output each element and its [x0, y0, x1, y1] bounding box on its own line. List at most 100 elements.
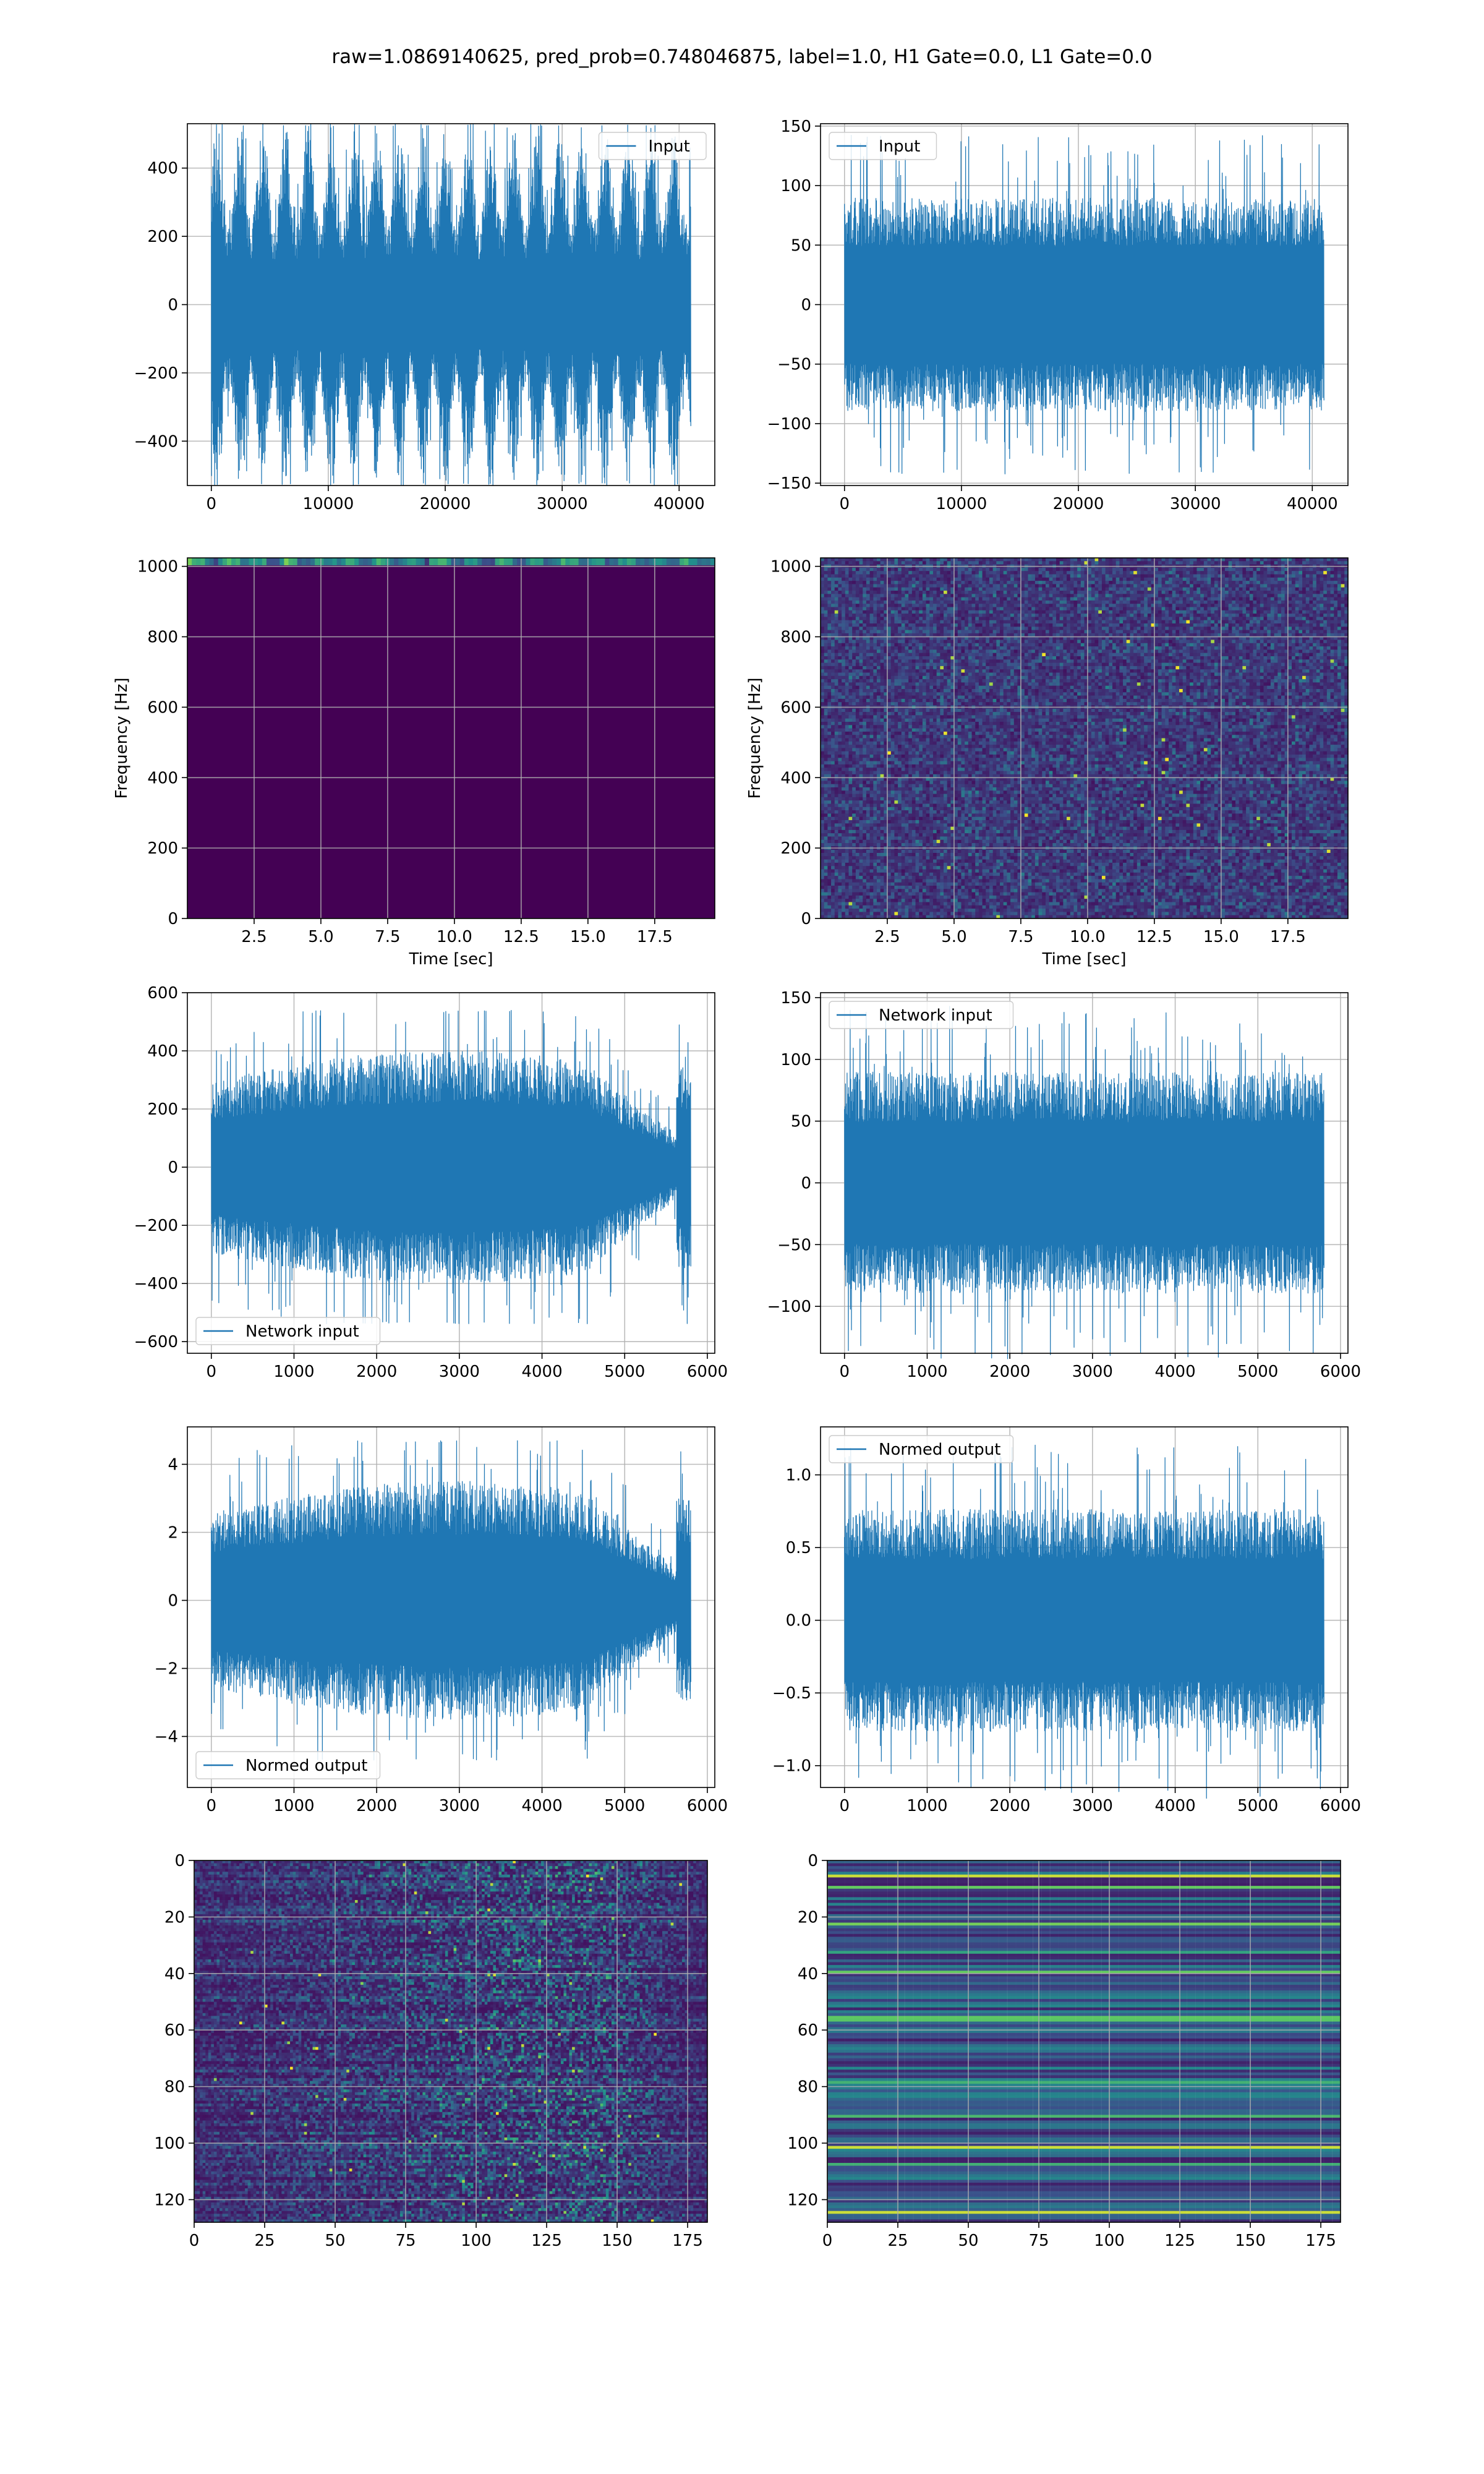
heatmap-cell [993, 558, 997, 562]
heatmap-cell [1260, 568, 1264, 571]
heatmap-cell [1140, 561, 1144, 565]
heatmap-cell [1204, 561, 1208, 565]
y-tick-label: 0 [801, 296, 811, 315]
heatmap-cell [1211, 561, 1214, 565]
heatmap-cell [961, 558, 965, 562]
heatmap-cell [866, 558, 870, 562]
heatmap-cell [1196, 558, 1200, 562]
heatmap-cell [1295, 558, 1299, 562]
heatmap-cell [1095, 568, 1099, 571]
heatmap-cell [1148, 558, 1151, 562]
x-tick-label: 0 [839, 495, 850, 513]
heatmap-cell [333, 558, 338, 565]
y-axis-label: Frequency [Hz] [113, 677, 131, 798]
heatmap-cell [887, 568, 891, 571]
heatmap-cell [1070, 558, 1074, 562]
heatmap-cell [1271, 568, 1274, 571]
heatmap-cell [1158, 571, 1162, 575]
heatmap-cell [1077, 558, 1081, 562]
heatmap-cell [1250, 568, 1253, 571]
y-tick-label: −150 [767, 474, 811, 493]
heatmap-cell [569, 558, 574, 565]
heatmap-cell [1169, 558, 1172, 562]
heatmap-cell [873, 568, 877, 571]
heatmap-cell [972, 571, 976, 575]
heatmap-cell [1081, 558, 1085, 562]
heatmap-cell [1288, 568, 1292, 571]
heatmap-cell [1102, 571, 1106, 575]
heatmap-cell [390, 558, 394, 565]
heatmap-cell [894, 568, 898, 571]
heatmap-cell [1292, 571, 1295, 575]
y-tick-label: 50 [791, 236, 811, 255]
heatmap-cell [1313, 568, 1316, 571]
heatmap-cell [1331, 558, 1334, 562]
heatmap-cell [1169, 571, 1172, 575]
heatmap-cell [827, 571, 831, 575]
heatmap-cell [1327, 558, 1331, 562]
heatmap-cell [908, 558, 912, 562]
heatmap-cell [1063, 568, 1067, 571]
heatmap-cell [504, 558, 509, 565]
y-tick-label: −100 [767, 415, 811, 434]
heatmap-cell [986, 571, 989, 575]
heatmap-cell [852, 571, 856, 575]
heatmap-cell [1073, 568, 1077, 571]
y-tick-label: 400 [147, 769, 178, 787]
heatmap-cell [993, 561, 997, 565]
heatmap-cell [359, 558, 364, 565]
heatmap-cell [1035, 568, 1039, 571]
heatmap-cell [979, 568, 983, 571]
heatmap-cell [891, 568, 895, 571]
heatmap-cell [848, 561, 852, 565]
heatmap-cell [1214, 558, 1218, 562]
heatmap-cell [881, 568, 884, 571]
heatmap-cell [958, 558, 962, 562]
heatmap-cell [1028, 571, 1032, 575]
heatmap-cell [1260, 571, 1264, 575]
heatmap-cell [1229, 571, 1232, 575]
heatmap-cell [218, 558, 223, 565]
heatmap-cell [873, 561, 877, 565]
heatmap-cell [838, 568, 842, 571]
heatmap-cell [827, 561, 831, 565]
heatmap-cell [675, 558, 680, 565]
heatmap-cell [306, 558, 311, 565]
heatmap-cell [1133, 571, 1137, 575]
heatmap-cell [1140, 568, 1144, 571]
heatmap-cell [866, 568, 870, 571]
heatmap-cell [605, 558, 610, 565]
heatmap-cell [1144, 571, 1148, 575]
heatmap-cell [500, 558, 505, 565]
heatmap-cell [1063, 561, 1067, 565]
heatmap-cell [1095, 561, 1099, 565]
heatmap-cell [293, 558, 298, 565]
heatmap-cell [856, 571, 859, 575]
heatmap-cell [1112, 568, 1116, 571]
heatmap-cell [916, 561, 919, 565]
heatmap-cell [1046, 571, 1049, 575]
heatmap-cell [996, 561, 1000, 565]
heatmap-cell [460, 558, 465, 565]
heatmap-cell [881, 571, 884, 575]
heatmap-cell [835, 568, 838, 571]
heatmap-cell [1235, 568, 1239, 571]
heatmap-cell [1039, 571, 1043, 575]
heatmap-cell [1295, 568, 1299, 571]
y-tick-label: 200 [147, 839, 178, 858]
heatmap-cell [983, 568, 986, 571]
heatmap-cell [968, 571, 972, 575]
heatmap-cell [1130, 558, 1133, 562]
heatmap-cell [1200, 568, 1204, 571]
heatmap-cell [1091, 571, 1095, 575]
heatmap-cell [671, 558, 676, 565]
heatmap-cell [1140, 558, 1144, 562]
heatmap-cell [1200, 571, 1204, 575]
heatmap-cell [1052, 561, 1056, 565]
heatmap-cell [1208, 561, 1211, 565]
heatmap-cell [961, 568, 965, 571]
heatmap-cell [1000, 561, 1004, 565]
heatmap-cell [891, 571, 895, 575]
heatmap-cell [1239, 571, 1243, 575]
heatmap-cell [848, 558, 852, 562]
